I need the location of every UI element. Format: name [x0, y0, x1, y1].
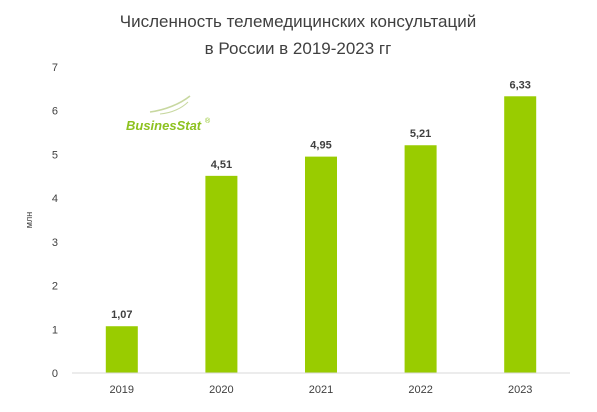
logo-registered-mark: ®: [205, 117, 211, 125]
y-tick-label: 5: [52, 149, 58, 161]
x-axis-ticks: 2019 2020 2021 2022 2023: [110, 384, 533, 396]
data-label-2021: 4,95: [310, 140, 331, 152]
logo-text: BusinesStat: [126, 118, 202, 133]
y-axis-ticks: 0 1 2 3 4 5 6 7: [52, 62, 58, 380]
bars-group: [105, 96, 537, 373]
y-tick-label: 4: [52, 193, 58, 205]
chart-title-line-2: в России в 2019-2023 гг: [205, 39, 392, 58]
y-tick-label: 7: [52, 62, 58, 74]
x-tick-label-2023: 2023: [508, 384, 532, 396]
chart-title-line-1: Численность телемедицинских консультаций: [120, 12, 476, 31]
value-labels-group: 1,07 4,51 4,95 5,21 6,33: [111, 79, 531, 321]
x-tick-label-2022: 2022: [408, 384, 432, 396]
bar-2021: [305, 156, 337, 373]
y-tick-label: 6: [52, 106, 58, 118]
bar-2022: [404, 145, 437, 373]
data-label-2020: 4,51: [211, 159, 232, 171]
y-tick-label: 3: [52, 237, 58, 249]
data-label-2022: 5,21: [410, 128, 431, 140]
y-axis-title: млн: [24, 212, 34, 228]
bar-2020: [205, 175, 238, 373]
bar-2023: [504, 96, 537, 373]
y-tick-label: 2: [52, 281, 58, 293]
x-tick-label-2021: 2021: [309, 384, 333, 396]
bar-2019: [105, 326, 138, 373]
data-label-2023: 6,33: [509, 79, 530, 91]
x-tick-label-2019: 2019: [110, 384, 134, 396]
x-tick-label-2020: 2020: [209, 384, 233, 396]
businesstat-logo: BusinesStat ®: [126, 95, 211, 133]
y-tick-label: 1: [52, 324, 58, 336]
data-label-2019: 1,07: [111, 309, 132, 321]
y-tick-label: 0: [52, 368, 58, 380]
swoosh-icon: [149, 95, 191, 113]
swoosh-icon-secondary: [159, 101, 189, 115]
